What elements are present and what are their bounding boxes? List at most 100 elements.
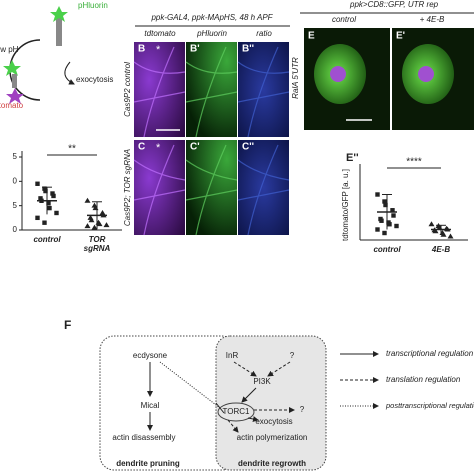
dot [84,223,91,229]
dot [84,197,91,203]
column-label: + 4E-B [420,15,445,24]
dendrite [237,46,290,138]
panel-label: E [308,31,315,42]
column-label: control [332,15,356,24]
legend-label: transcriptional regulation [386,349,474,358]
panel-label: F [64,318,71,332]
dot [35,181,40,186]
legend-label: posttranscriptional regulation [385,401,474,410]
y-tick-label: 5 [13,152,18,161]
dot [43,188,48,194]
x-tick-label: control [33,235,61,244]
node: Mical [141,401,160,410]
node: InR [226,351,239,360]
dot [387,222,392,227]
dot [51,193,56,199]
x-tick-label: TOR sgRNA [84,235,111,253]
dot [391,213,396,218]
micrographs: ppk-GAL4, ppk-MApHS, 48 h APF tdtomato pH… [123,13,290,236]
label: tdtomato [0,101,24,110]
column-label: pHluorin [196,29,227,38]
row-label: RalA 5'UTR [291,57,300,99]
y-tick-label: 0 [13,176,18,185]
node: actin disassembly [112,433,175,442]
x-tick-label: 4E-B [431,245,450,254]
dot [382,199,387,204]
y-axis-label: tdtomato/GFP [a. u.] [341,169,350,241]
dot [383,202,388,208]
dendrite [185,144,238,236]
header: ppk-GAL4, ppk-MApHS, 48 h APF [150,13,273,22]
dot [38,196,43,201]
dot [42,186,47,191]
panel-label: B [138,44,145,55]
dot [382,230,387,236]
column-label: ratio [256,29,272,38]
row-label: Cas9P2; TOR sgRNA [123,149,132,226]
y-tick-label: 5 [13,201,18,210]
marker: * [156,142,161,154]
dot [390,208,395,213]
dot [88,217,95,223]
dot [432,228,439,234]
header: ppk>CD8::GFP, UTR rep [349,0,439,9]
node: ? [300,405,305,414]
dot [440,231,447,237]
column-label: tdtomato [144,29,176,38]
significance: **** [406,157,422,168]
dot [50,191,55,196]
node: ? [290,351,295,360]
dot [428,221,435,227]
x-tick-label: control [373,245,401,254]
dot [91,224,98,230]
panel-label: C'' [242,142,254,153]
node: PI3K [253,377,271,386]
dendrite [133,144,186,236]
dot [54,210,59,216]
box-label: dendrite regrowth [238,459,306,468]
dot [42,220,47,225]
marker: * [156,44,161,56]
dot [375,192,380,197]
legend-label: translation regulation [386,375,461,384]
node: TORC1 [223,407,251,416]
panel-label: C' [190,142,200,153]
diagram: pHluorin low pH exocytosis tdtomato [0,1,113,110]
row-label: Cas9P2 control [123,62,132,117]
label: pHluorin [78,1,108,10]
image [186,140,237,235]
box-label: dendrite pruning [116,459,180,468]
dendrite [185,46,238,138]
label: exocytosis [76,75,113,84]
dot [35,215,40,221]
dot [379,218,384,223]
node: ecdysone [133,351,168,360]
significance: ** [68,144,76,155]
dot [103,222,110,228]
nucleus [418,66,434,82]
model: F ecdysone InR ? PI3K TORC1 ? Mical exoc… [64,318,474,471]
dot [96,221,103,227]
nucleus [330,66,346,82]
image [238,140,289,235]
image [186,42,237,137]
panel-label: C [138,142,145,153]
image [238,42,289,137]
reporter: ppk>CD8::GFP, UTR rep RalA 5'UTR controlE… [291,0,474,130]
dendrite [237,144,290,236]
panel-label: E' [396,31,405,42]
dot [394,223,399,229]
node: actin polymerization [237,433,308,442]
y-tick-label: 0 [13,225,18,234]
label: low pH [0,45,19,54]
dot [46,201,51,206]
dot [47,205,52,211]
dendrite [133,46,186,138]
panel-label: E'' [346,152,359,164]
dot [375,227,380,232]
dot [447,233,454,239]
image [134,42,185,137]
image [134,140,185,235]
node: exocytosis [255,417,292,426]
